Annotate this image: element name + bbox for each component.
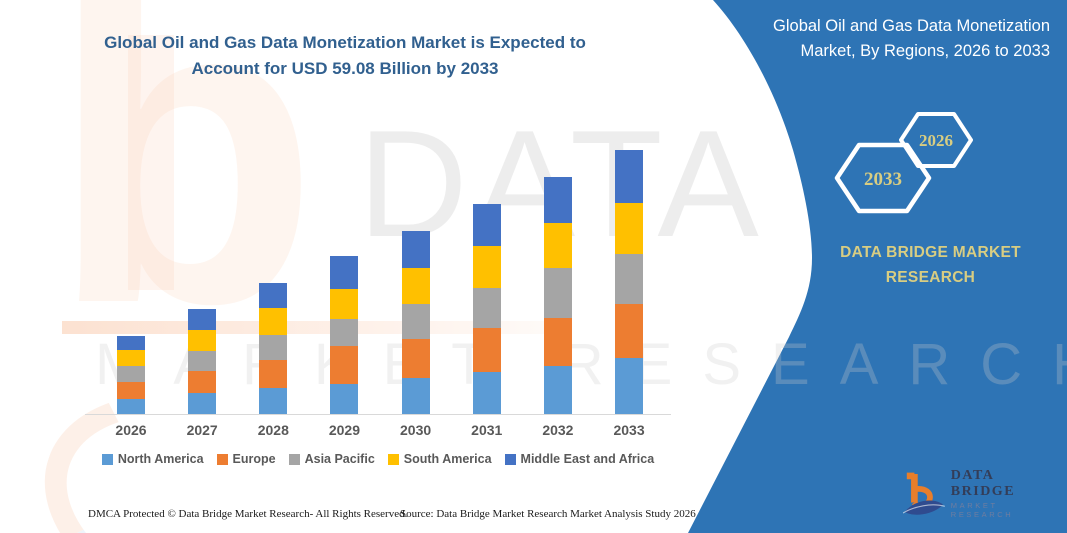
bar-segment xyxy=(401,377,430,414)
bar-segment xyxy=(188,308,217,330)
bar-segment xyxy=(615,202,644,255)
x-axis-label: 2028 xyxy=(257,422,289,438)
bar-segment xyxy=(117,349,145,367)
bar-segment xyxy=(117,398,145,414)
bar-segment xyxy=(330,288,359,320)
bar-segment xyxy=(543,177,572,224)
stacked-bar-2031 xyxy=(472,203,501,414)
x-axis-label: 2029 xyxy=(328,422,361,438)
legend-label: Middle East and Africa xyxy=(520,452,655,466)
bar-segment xyxy=(117,366,145,382)
bar-segment xyxy=(188,329,217,351)
legend-swatch xyxy=(216,453,228,465)
bar-segment xyxy=(401,230,430,268)
bar-segment xyxy=(472,372,501,414)
stacked-bar-2032 xyxy=(543,177,572,414)
bar-segment xyxy=(117,381,145,399)
chart-title: Global Oil and Gas Data Monetization Mar… xyxy=(104,33,586,79)
x-axis-label: 2027 xyxy=(186,422,218,438)
bar-segment xyxy=(472,328,501,373)
legend-label: South America xyxy=(403,452,492,466)
bar-segment xyxy=(472,246,501,288)
legend-item: Europe xyxy=(216,452,276,466)
bar-segment xyxy=(615,304,644,359)
banner-heading: Global Oil and Gas Data Monetization Mar… xyxy=(773,17,1050,60)
bar-segment xyxy=(117,335,145,350)
logo-name-text: DATA BRIDGE xyxy=(950,468,1016,500)
banner-brand-text: DATA BRIDGE MARKET RESEARCH xyxy=(840,244,1021,286)
legend-item: Asia Pacific xyxy=(288,452,375,466)
bar-segment xyxy=(543,317,572,367)
bar-segment xyxy=(259,308,288,335)
logo-tagline-text: MARKET RESEARCH xyxy=(950,501,1014,520)
stacked-bar-2027 xyxy=(188,308,217,414)
stacked-bar-2030 xyxy=(401,230,430,414)
hexagon-2033 xyxy=(834,142,932,214)
hexagon-2026-label: 2026 xyxy=(919,131,953,150)
legend-label: North America xyxy=(117,452,204,466)
legend-swatch xyxy=(387,453,399,465)
bar-segment xyxy=(615,150,644,203)
legend-swatch xyxy=(288,453,300,465)
databridge-logo-icon xyxy=(903,472,945,515)
bar-segment xyxy=(188,350,217,372)
bar-segment xyxy=(188,371,217,394)
legend-item: North America xyxy=(101,452,204,466)
bar-segment xyxy=(259,388,288,414)
bar-segment xyxy=(259,360,288,389)
bar-segment xyxy=(615,254,644,305)
bar-segment xyxy=(188,393,217,414)
footer-dmca-text: DMCA Protected © Data Bridge Market Rese… xyxy=(88,508,408,520)
x-axis-labels: 2026 2027 2028 2029 2030 2031 2032 2033 xyxy=(85,422,671,440)
bar-segment xyxy=(543,267,572,318)
x-axis-label: 2030 xyxy=(400,422,432,438)
stacked-bar-2029 xyxy=(330,256,359,414)
bar-segment xyxy=(330,256,359,289)
bar-segment xyxy=(543,366,572,414)
stacked-bar-2028 xyxy=(259,283,288,414)
plot-area xyxy=(85,118,671,415)
x-axis-label: 2033 xyxy=(613,422,645,438)
legend-item: South America xyxy=(387,452,492,466)
x-axis-label: 2026 xyxy=(115,422,147,438)
bar-segment xyxy=(401,267,430,305)
bar-segment xyxy=(615,358,644,414)
bar-segment xyxy=(330,384,359,414)
bar-segment xyxy=(330,346,359,385)
bar-segment xyxy=(330,319,359,347)
legend-item: Middle East and Africa xyxy=(504,452,655,466)
chart-legend: North America Europe Asia Pacific South Ame… xyxy=(80,452,676,466)
bar-segment xyxy=(259,334,288,361)
bar-segment xyxy=(472,287,501,329)
x-axis-label: 2032 xyxy=(542,422,574,438)
bar-segment xyxy=(472,203,501,247)
year-hexagons: 2033 2026 xyxy=(834,112,973,214)
stacked-bar-2026 xyxy=(117,335,145,414)
x-axis-label: 2031 xyxy=(471,422,503,438)
databridge-logo: DATA BRIDGE MARKET RESEARCH xyxy=(903,466,1059,522)
legend-swatch xyxy=(101,453,113,465)
legend-label: Europe xyxy=(232,452,276,466)
footer-source-text: Source: Data Bridge Market Research Mark… xyxy=(400,508,696,520)
bar-segment xyxy=(543,223,572,268)
bar-segment xyxy=(259,283,288,309)
hexagon-2026 xyxy=(899,112,973,168)
stacked-bar-2033 xyxy=(615,150,644,414)
legend-swatch xyxy=(504,453,516,465)
hexagon-2033-label: 2033 xyxy=(864,169,902,190)
bar-segment xyxy=(401,304,430,339)
bar-segment xyxy=(401,338,430,378)
legend-label: Asia Pacific xyxy=(304,452,375,466)
